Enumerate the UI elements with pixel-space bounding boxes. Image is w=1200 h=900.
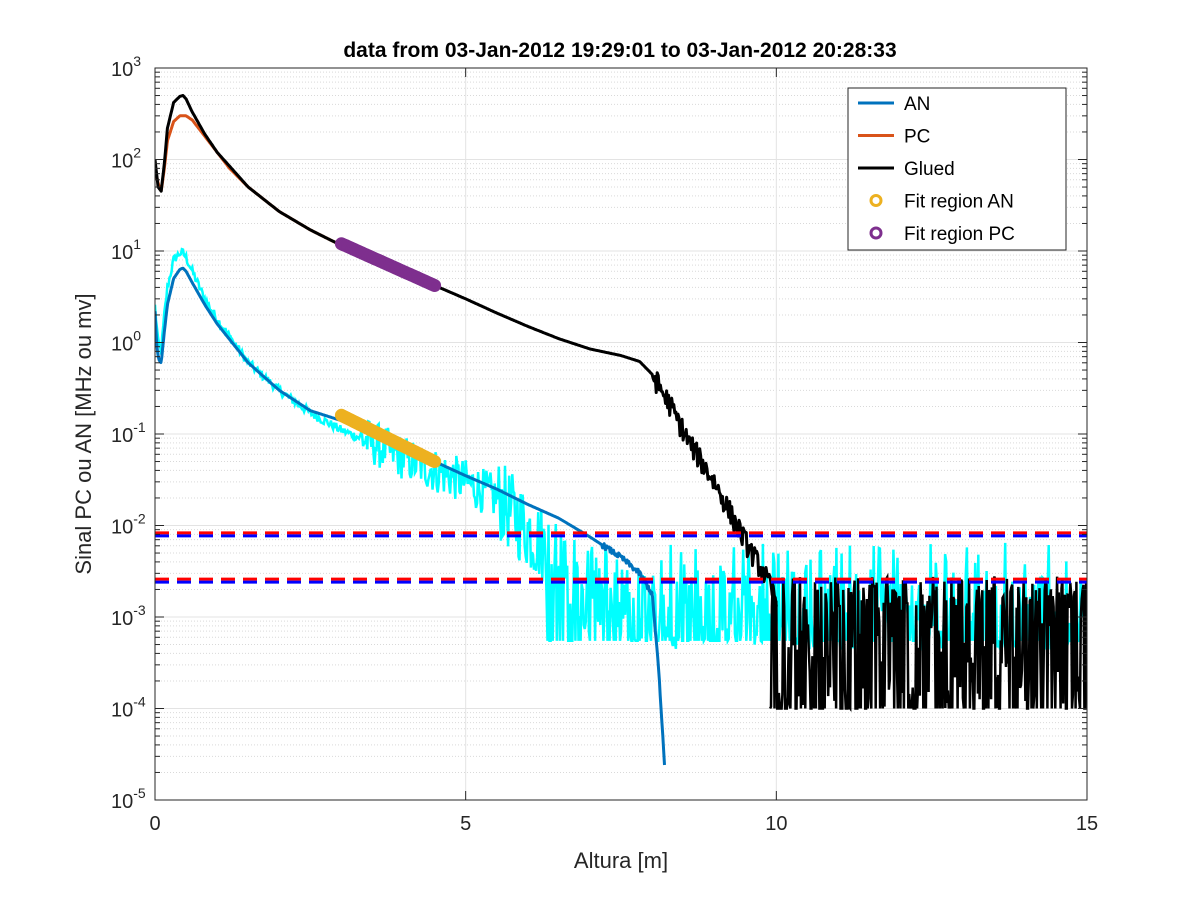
legend-swatch	[869, 226, 883, 240]
series-line-glued	[155, 94, 778, 607]
y-tick-label: 102	[111, 145, 141, 173]
y-tick-label: 10-1	[111, 419, 146, 447]
legend[interactable]: AN PC Glued Fit region AN Fit region PC	[847, 87, 1067, 251]
chart-title: data from 03-Jan-2012 19:29:01 to 03-Jan…	[343, 39, 896, 62]
y-tick-label: 10-4	[111, 694, 146, 722]
legend-label: Glued	[904, 159, 955, 180]
legend-item[interactable]: Glued	[858, 159, 955, 180]
x-axis-label: Altura [m]	[574, 848, 668, 873]
legend-label: Fit region PC	[904, 224, 1015, 245]
legend-label: PC	[904, 127, 930, 148]
legend-item[interactable]: Fit region PC	[869, 224, 1015, 245]
y-tick-label: 10-3	[111, 602, 146, 630]
y-axis-label: Sinal PC ou AN [MHz ou mv]	[71, 293, 96, 574]
legend-swatch	[869, 194, 883, 207]
y-tick-label: 10-5	[111, 785, 146, 813]
threshold-lines	[155, 531, 1087, 584]
fit-region-marker	[428, 279, 442, 292]
x-tick-label: 0	[149, 813, 160, 835]
y-tick-label: 103	[111, 53, 141, 81]
fit-region-marker	[428, 455, 442, 468]
x-tick-label: 15	[1076, 813, 1098, 835]
legend-item[interactable]: Fit region AN	[869, 192, 1014, 213]
legend-item[interactable]: PC	[858, 127, 930, 148]
series-line-noise-floor	[768, 572, 1087, 712]
legend-label: AN	[904, 94, 930, 115]
x-tick-label: 5	[460, 813, 471, 835]
legend-item[interactable]: AN	[858, 94, 930, 115]
fit-region-layer	[334, 237, 442, 468]
x-tick-label: 10	[765, 813, 787, 835]
y-tick-label: 100	[111, 328, 141, 356]
y-tick-label: 10-2	[111, 511, 146, 539]
y-axis: 10-5 10-4 10-3 10-2 10-1 100 101 102 103	[111, 53, 1087, 813]
legend-label: Fit region AN	[904, 192, 1014, 213]
y-tick-label: 101	[111, 236, 141, 264]
